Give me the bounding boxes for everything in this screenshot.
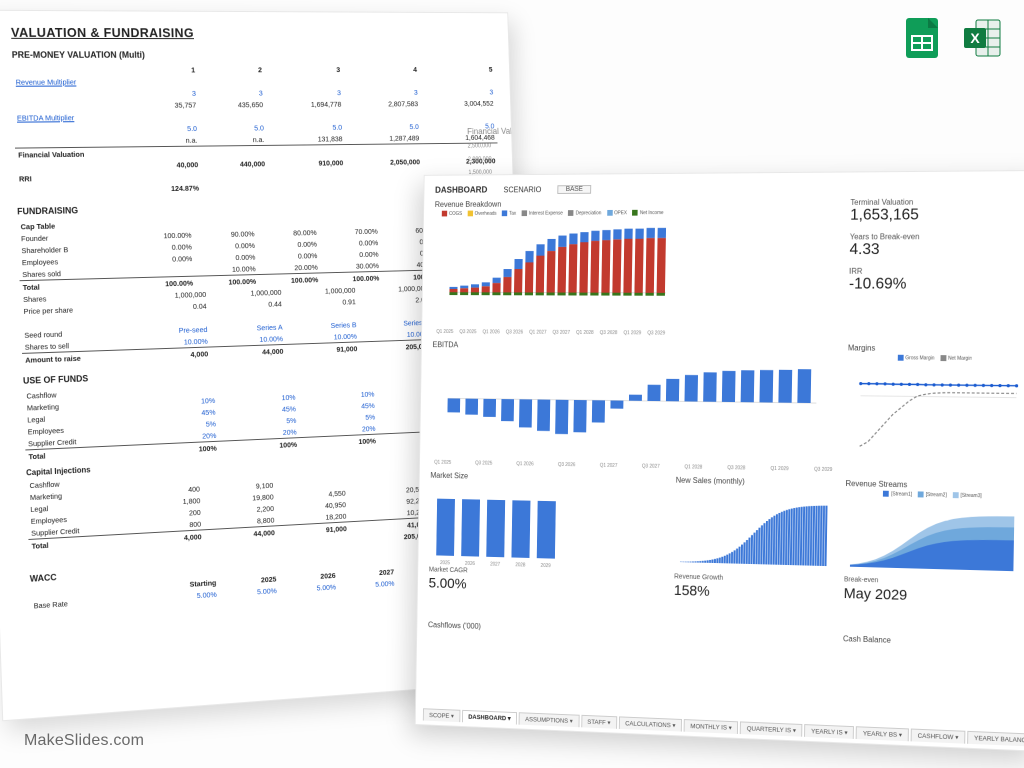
revenue-streams-chart: Revenue Streams [Stream1] [Stream2] [Str…	[843, 479, 1021, 632]
tab-quarterly-is[interactable]: QUARTERLY IS ▾	[740, 721, 803, 736]
kpi-years-breakeven: Years to Break-even 4.33	[849, 232, 1024, 259]
tab-scope[interactable]: SCOPE ▾	[423, 708, 460, 722]
sheet-title: VALUATION & FUNDRAISING	[11, 25, 494, 41]
dashboard-header: DASHBOARD SCENARIO BASE	[435, 181, 1024, 195]
tab-monthly-is[interactable]: MONTHLY IS ▾	[684, 719, 739, 734]
tab-yearly-balance[interactable]: YEARLY BALANCE ▾	[967, 731, 1024, 747]
revenue-breakdown-chart: Revenue Breakdown COGS Overheads Tax Int…	[433, 199, 671, 334]
svg-text:2025: 2025	[440, 560, 450, 566]
tab-dashboard[interactable]: DASHBOARD ▾	[462, 710, 517, 725]
product-icons: X	[900, 16, 1004, 60]
sheet-tabs[interactable]: SCOPE ▾DASHBOARD ▾ASSUMPTIONS ▾STAFF ▾CA…	[423, 708, 1024, 746]
cashbalance-title: Cash Balance	[843, 634, 1019, 670]
excel-icon: X	[960, 16, 1004, 60]
tab-yearly-bs[interactable]: YEARLY BS ▾	[856, 726, 909, 741]
google-sheets-icon	[900, 16, 944, 60]
sheet-dashboard: DASHBOARD SCENARIO BASE Revenue Breakdow…	[415, 170, 1024, 752]
tab-yearly-is[interactable]: YEARLY IS ▾	[804, 724, 854, 739]
margins-chart: Margins Gross Margin Net Margin	[846, 344, 1023, 475]
tab-assumptions[interactable]: ASSUMPTIONS ▾	[519, 712, 579, 727]
kpi-panel: Terminal Valuation 1,653,165 Years to Br…	[848, 197, 1024, 337]
svg-text:2027: 2027	[490, 562, 500, 568]
watermark: MakeSlides.com	[24, 732, 144, 750]
tab-calculations[interactable]: CALCULATIONS ▾	[619, 716, 683, 731]
svg-text:2028: 2028	[515, 562, 525, 568]
kpi-terminal-valuation: Terminal Valuation 1,653,165	[850, 197, 1024, 225]
market-size-chart: Market Size 20252026202720282029 Market …	[428, 471, 565, 617]
kpi-irr: IRR -10.69%	[849, 267, 1024, 294]
svg-text:2029: 2029	[541, 563, 551, 569]
new-sales-chart: New Sales (monthly) Revenue Growth 158%	[673, 476, 836, 626]
scenario-dropdown[interactable]: BASE	[558, 185, 592, 194]
revenue-multiplier-link[interactable]: Revenue Multiplier	[13, 75, 126, 87]
ebitda-chart: EBITDA Q1 2025Q3 2025Q1 2026Q3 2026Q1 20…	[431, 340, 839, 471]
cashflows-title: Cashflows ('000)	[428, 620, 834, 663]
premoney-heading: PRE-MONEY VALUATION (Multi)	[12, 50, 495, 60]
svg-text:X: X	[970, 30, 980, 46]
svg-text:2026: 2026	[465, 561, 475, 567]
tab-cashflow[interactable]: CASHFLOW ▾	[911, 729, 966, 744]
ebitda-multiplier-link[interactable]: EBITDA Multiplier	[14, 111, 127, 124]
tab-staff[interactable]: STAFF ▾	[581, 715, 617, 729]
revenue-legend: COGS Overheads Tax Interest Expense Depr…	[435, 210, 671, 217]
